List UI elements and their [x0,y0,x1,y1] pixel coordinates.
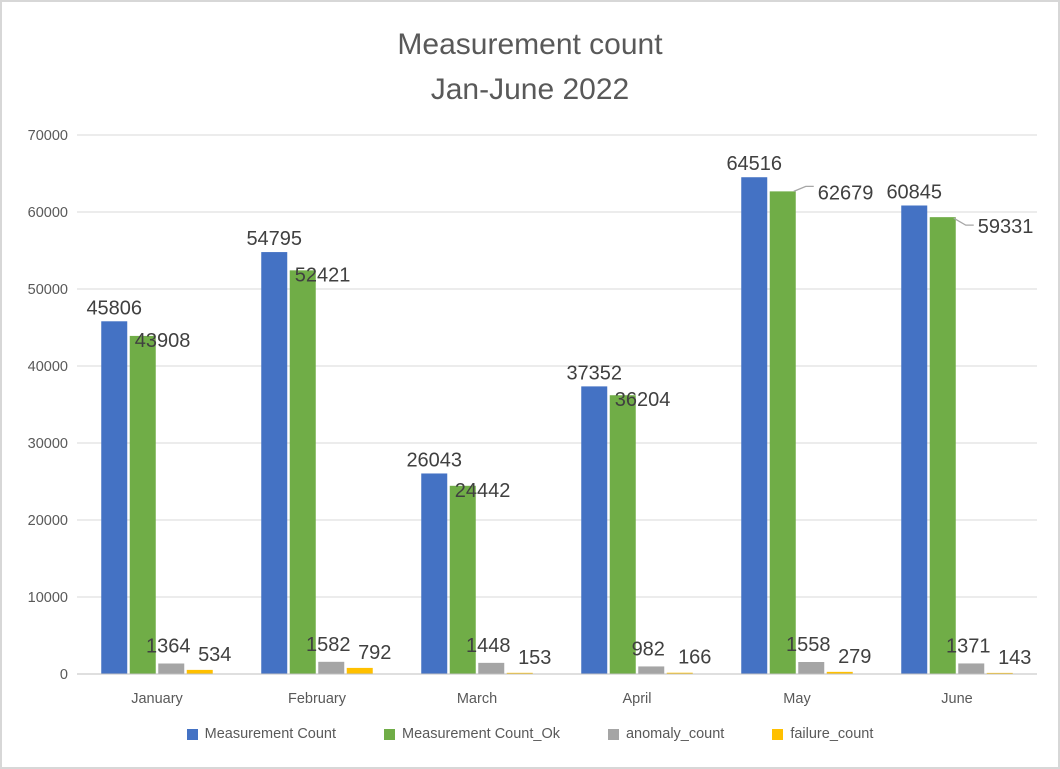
data-label-measurement-count-april: 37352 [566,362,622,384]
data-label-anomaly_count-april: 982 [632,638,665,660]
legend-label: failure_count [790,726,874,742]
data-label-measurement-count-january: 45806 [86,297,142,319]
y-axis-tick-label: 60000 [28,205,68,221]
legend-item-failure_count: failure_count [772,726,873,742]
chart-legend: Measurement Count Measurement Count_Ok ano… [2,726,1058,742]
data-label-anomaly_count-june: 1371 [946,635,991,657]
bar-anomaly_count-june [958,663,985,674]
y-axis-tick-label: 50000 [28,282,68,298]
data-label-anomaly_count-may: 1558 [786,634,831,656]
x-axis-label-may: May [783,691,811,707]
y-axis-tick-label: 0 [60,667,68,683]
data-label-leader-line [953,217,974,226]
data-label-anomaly_count-february: 1582 [306,634,351,656]
bar-measurement-count-april [581,386,608,674]
bar-anomaly_count-january [158,663,185,674]
bar-failure_count-january [186,669,213,674]
bar-measurement-count_ok-january [129,335,156,674]
bar-failure_count-june [986,672,1013,674]
bar-measurement-count-may [741,177,768,674]
legend-item-anomaly_count: anomaly_count [607,726,725,742]
data-label-failure_count-march: 153 [518,647,551,669]
legend-swatch-icon [607,728,619,740]
data-label-anomaly_count-january: 1364 [146,635,191,657]
data-label-measurement-count-may: 64516 [726,153,782,175]
bar-measurement-count-january [101,321,128,674]
bar-anomaly_count-february [318,661,345,674]
bar-failure_count-february [346,667,373,674]
x-axis-label-june: June [941,691,972,707]
bar-measurement-count_ok-march [449,485,476,674]
data-label-measurement-count-february: 54795 [246,228,302,250]
legend-label: Measurement Count [204,726,337,742]
bar-measurement-count_ok-february [289,270,316,674]
data-label-failure_count-june: 143 [998,647,1031,669]
bar-measurement-count_ok-june [929,217,956,674]
bar-measurement-count-june [901,205,928,674]
data-label-measurement-count-march: 26043 [406,449,462,471]
bar-failure_count-may [826,671,853,674]
bar-measurement-count-march [421,473,448,674]
data-label-measurement-count_ok-january: 43908 [135,330,191,352]
bar-failure_count-april [666,672,693,674]
data-label-failure_count-may: 279 [838,646,871,668]
bar-measurement-count-february [261,252,288,675]
bar-measurement-count_ok-may [769,191,796,674]
legend-item-measurement-count_ok: Measurement Count_Ok [384,726,560,742]
x-axis-label-february: February [288,691,347,707]
bar-anomaly_count-may [798,662,825,674]
bar-anomaly_count-march [478,662,505,674]
y-axis-tick-label: 40000 [28,359,68,375]
data-label-measurement-count_ok-february: 52421 [295,264,351,286]
x-axis-label-april: April [622,691,651,707]
legend-swatch-icon [384,728,396,740]
legend-swatch-icon [772,728,784,740]
data-label-measurement-count_ok-may: 62679 [818,182,874,204]
x-axis-label-march: March [457,691,497,707]
data-label-failure_count-january: 534 [198,644,231,666]
y-axis-tick-label: 70000 [28,128,68,144]
legend-item-measurement-count: Measurement Count [186,726,337,742]
bar-failure_count-march [506,672,533,674]
bar-measurement-count_ok-april [609,395,636,674]
data-label-failure_count-february: 792 [358,642,391,664]
legend-swatch-icon [186,728,198,740]
legend-label: anomaly_count [625,726,725,742]
x-axis-label-january: January [131,691,183,707]
data-label-anomaly_count-march: 1448 [466,635,511,657]
bar-anomaly_count-april [638,666,665,674]
legend-label: Measurement Count_Ok [402,726,560,742]
data-label-failure_count-april: 166 [678,647,711,669]
y-axis-tick-label: 20000 [28,513,68,529]
y-axis-tick-label: 30000 [28,436,68,452]
data-label-measurement-count_ok-march: 24442 [455,480,511,502]
data-label-measurement-count_ok-june: 59331 [978,216,1034,238]
data-label-leader-line [793,185,814,192]
data-label-measurement-count_ok-april: 36204 [615,389,671,411]
data-label-measurement-count-june: 60845 [886,181,942,203]
y-axis-tick-label: 10000 [28,590,68,606]
